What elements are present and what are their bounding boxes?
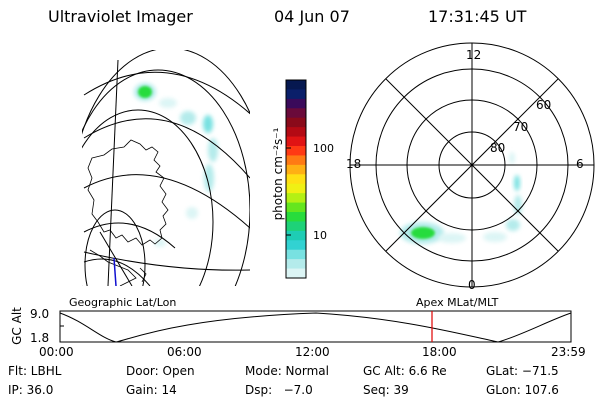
time-tick-1200: 12:00 xyxy=(295,345,330,359)
color-scale-frame xyxy=(285,79,307,279)
continent-outline xyxy=(87,139,169,246)
geographic-view xyxy=(82,50,250,286)
timeline-ytick-bottom: 1.8 xyxy=(30,331,50,345)
filter-info: Flt: LBHL xyxy=(8,364,62,378)
coastline-detail xyxy=(89,249,147,286)
color-scale-bar xyxy=(286,80,306,279)
timeline-axis-title: GC Alt xyxy=(10,307,24,345)
altitude-curve xyxy=(59,312,572,343)
colorbar-segment xyxy=(286,136,306,147)
apex-coord-label: Apex MLat/MLT xyxy=(416,296,499,309)
colorbar-segment xyxy=(286,80,306,91)
timeline-ytick-top: 9.0 xyxy=(30,307,50,321)
time-tick-1800: 18:00 xyxy=(422,345,457,359)
time-tick-0600: 06:00 xyxy=(167,345,202,359)
colorbar-segment xyxy=(286,259,306,270)
colorbar-segment xyxy=(286,155,306,166)
mlt-label-bottom: 0 xyxy=(468,278,476,292)
time-tick-0000: 00:00 xyxy=(39,345,74,359)
colorbar-segment xyxy=(286,117,306,128)
colorbar-segment xyxy=(286,108,306,119)
colorbar-segment xyxy=(286,164,306,175)
colorbar-segment xyxy=(286,89,306,100)
colorbar-segment xyxy=(286,193,306,204)
colorbar-segment xyxy=(286,212,306,223)
mlat-label-60: 60 xyxy=(536,98,552,112)
colorbar-segment xyxy=(286,98,306,109)
mode-info: Mode: Normal xyxy=(245,364,329,378)
glat-info: GLat: −71.5 xyxy=(486,364,559,378)
aurora-emission-geographic xyxy=(134,83,218,247)
dsp-info: Dsp: −7.0 xyxy=(245,383,313,397)
colorbar-segment xyxy=(286,240,306,251)
timeline-frame xyxy=(59,310,572,343)
colorbar-label-100: 100 xyxy=(313,142,334,155)
mlat-label-70: 70 xyxy=(513,120,529,134)
door-info: Door: Open xyxy=(126,364,195,378)
colorbar-segment xyxy=(286,230,306,241)
geographic-coord-label: Geographic Lat/Lon xyxy=(69,296,177,309)
seq-info: Seq: 39 xyxy=(363,383,409,397)
colorbar-segment xyxy=(286,249,306,260)
observation-date: 04 Jun 07 xyxy=(274,7,350,26)
mlt-label-top: 12 xyxy=(466,48,482,62)
ip-info: IP: 36.0 xyxy=(8,383,54,397)
colorbar-segment xyxy=(286,202,306,213)
colorbar-label-10: 10 xyxy=(313,229,327,242)
colorbar-segment xyxy=(286,127,306,138)
instrument-title: Ultraviolet Imager xyxy=(48,7,193,26)
polar-grid xyxy=(349,42,595,288)
time-tick-2359: 23:59 xyxy=(551,345,586,359)
colorbar-segment xyxy=(286,221,306,232)
gain-info: Gain: 14 xyxy=(126,383,177,397)
mlat-label-80: 80 xyxy=(490,141,506,155)
colorbar-segment xyxy=(286,268,306,279)
mlt-label-right: 6 xyxy=(576,157,584,171)
colorbar-unit-label: photon cm⁻²s⁻¹ xyxy=(271,127,285,221)
mlt-label-left: 18 xyxy=(346,157,362,171)
gc-alt-info: GC Alt: 6.6 Re xyxy=(363,364,447,378)
colorbar-segment xyxy=(286,183,306,194)
colorbar-segment xyxy=(286,146,306,157)
aurora-emission-polar xyxy=(400,152,522,244)
glon-info: GLon: 107.6 xyxy=(486,383,559,397)
observation-time: 17:31:45 UT xyxy=(428,7,527,26)
footprint-line xyxy=(113,257,117,286)
colorbar-segment xyxy=(286,174,306,185)
